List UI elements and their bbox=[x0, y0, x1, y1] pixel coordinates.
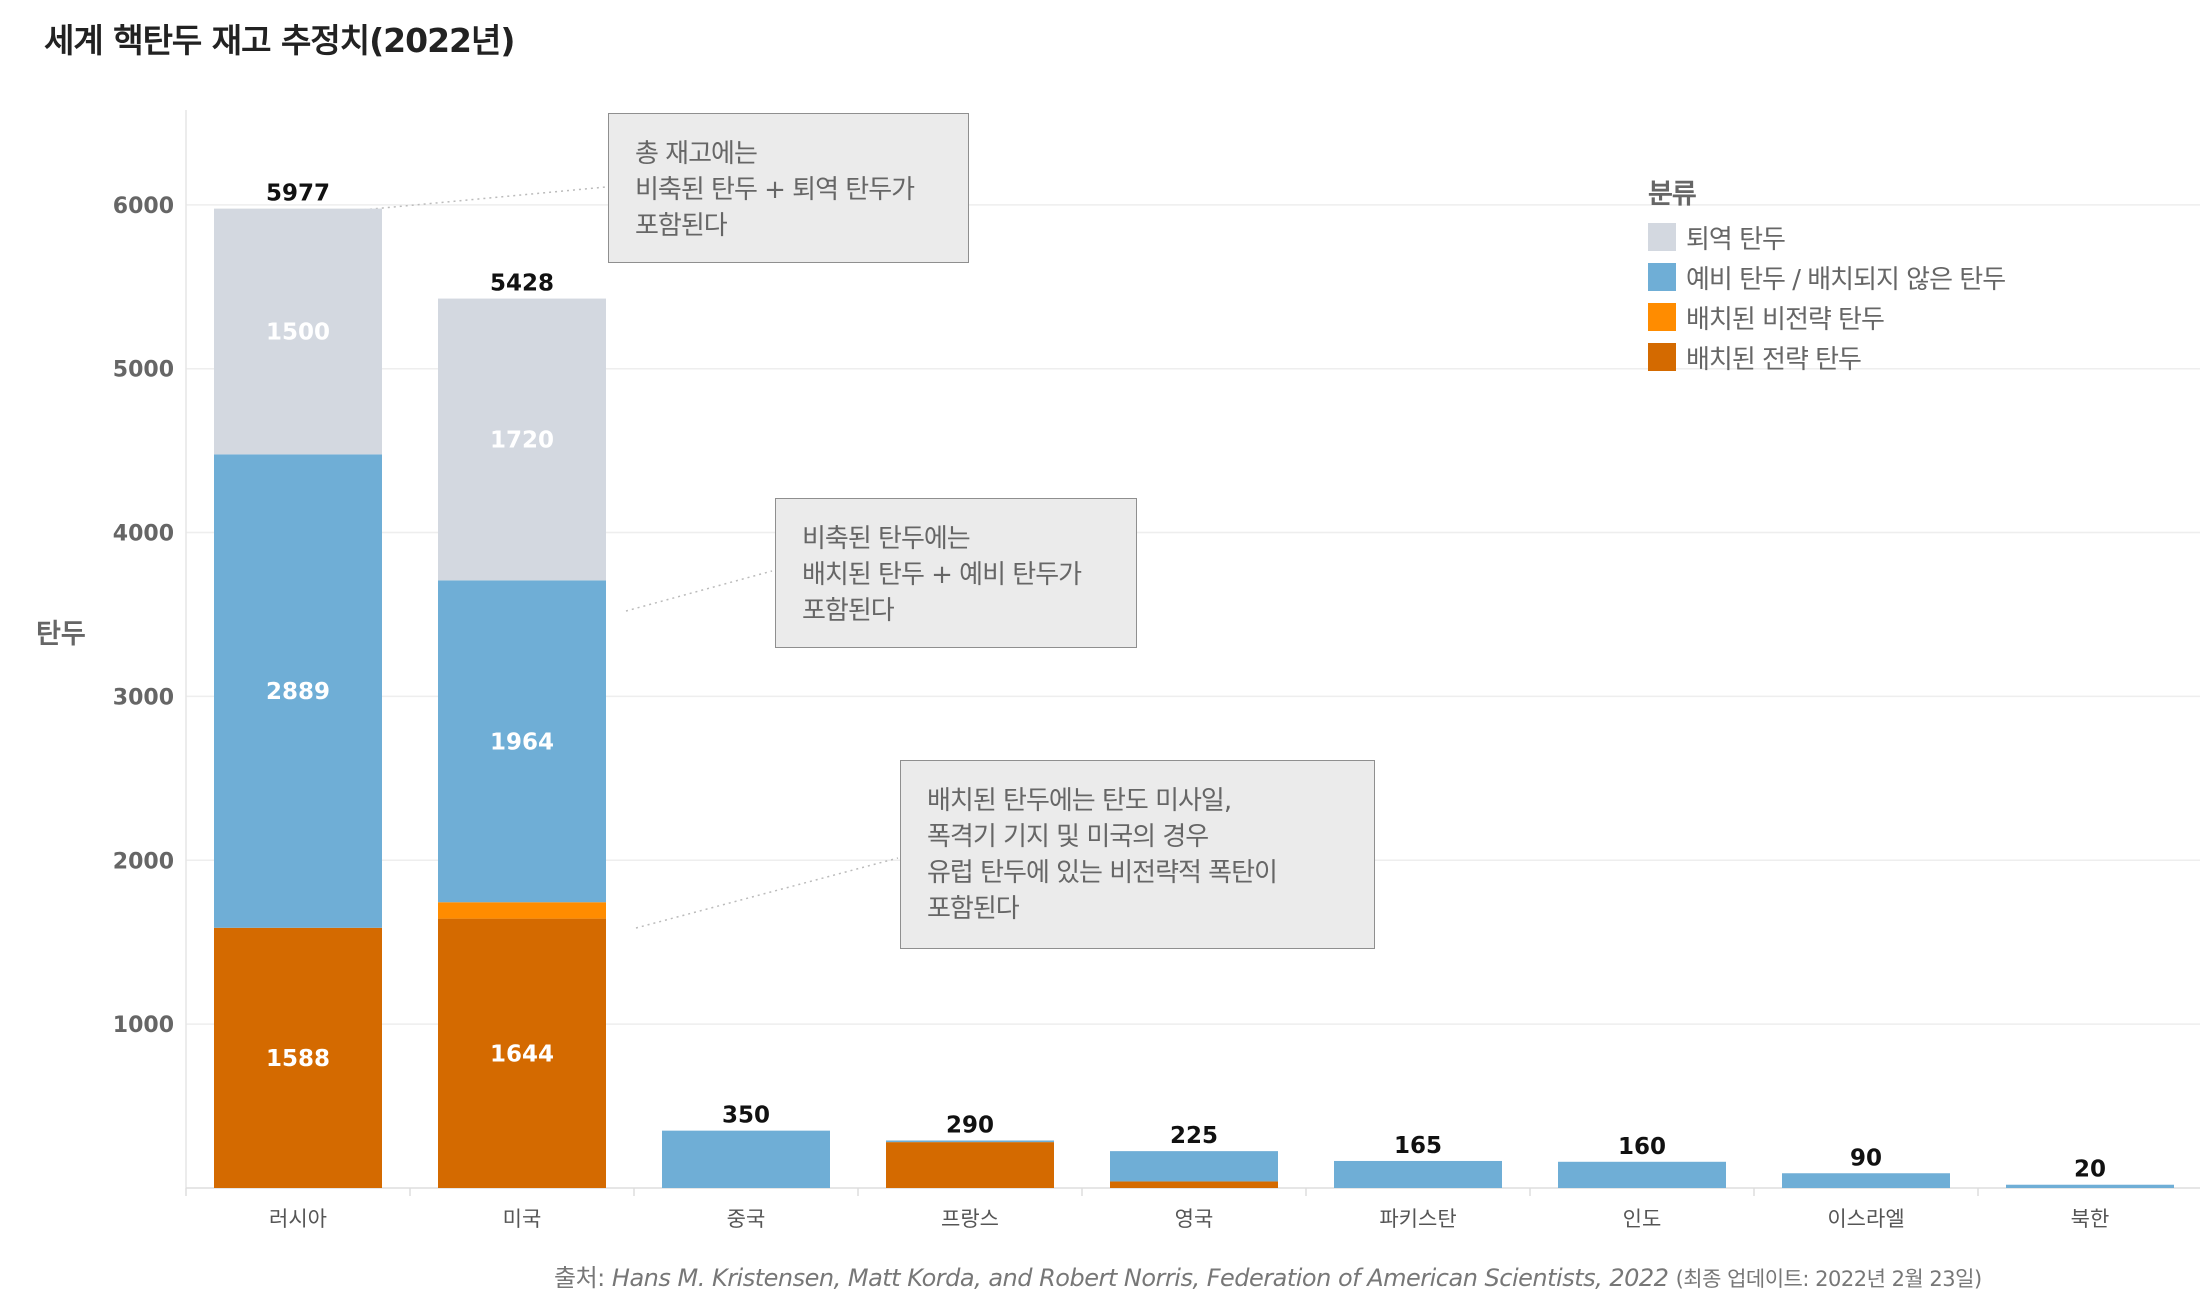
bar-segment-label: 1588 bbox=[266, 1046, 330, 1072]
bar-segment bbox=[438, 580, 606, 903]
bar-total-label: 90 bbox=[1850, 1145, 1882, 1171]
x-tick-label: 이스라엘 bbox=[1827, 1207, 1904, 1231]
bar-segment-label: 1720 bbox=[490, 427, 554, 453]
annotation-line: 배치된 탄두 + 예비 탄두가 bbox=[802, 560, 1082, 590]
bar-segment bbox=[438, 902, 606, 919]
source-citation: Hans M. Kristensen, Matt Korda, and Robe… bbox=[611, 1264, 1669, 1292]
bar-segment bbox=[886, 1142, 1054, 1188]
y-tick-label: 3000 bbox=[113, 685, 174, 710]
legend-swatch bbox=[1648, 303, 1676, 331]
annotation-leader-lines bbox=[339, 186, 899, 929]
annotation-stockpiled: 비축된 탄두에는 배치된 탄두 + 예비 탄두가 포함된다 bbox=[775, 498, 1137, 648]
y-tick-label: 1000 bbox=[113, 1013, 174, 1038]
bar-total-label: 225 bbox=[1170, 1123, 1218, 1149]
bar-total-label: 165 bbox=[1394, 1133, 1442, 1159]
y-axis-label: 탄두 bbox=[36, 619, 86, 650]
bars bbox=[214, 208, 2174, 1188]
bar-segment bbox=[438, 298, 606, 581]
bar-segment-label: 1644 bbox=[490, 1041, 554, 1067]
y-tick-label: 6000 bbox=[113, 194, 174, 219]
bar-total-label: 350 bbox=[722, 1103, 770, 1129]
bar-segment bbox=[1558, 1161, 1726, 1188]
bar-segment bbox=[438, 918, 606, 1188]
legend: 분류 퇴역 탄두 예비 탄두 / 배치되지 않은 탄두 배치된 비전략 탄두 배… bbox=[1648, 172, 2006, 377]
bar-total-label: 5977 bbox=[266, 181, 330, 207]
bar-segment-label: 1964 bbox=[490, 729, 554, 755]
legend-title: 분류 bbox=[1648, 179, 1697, 210]
x-tick-label: 미국 bbox=[503, 1207, 542, 1231]
legend-label: 퇴역 탄두 bbox=[1686, 224, 1786, 255]
annotation-line: 배치된 탄두에는 탄도 미사일, bbox=[927, 786, 1232, 816]
x-tick-label: 북한 bbox=[2071, 1207, 2110, 1231]
x-tick-label: 파키스탄 bbox=[1379, 1207, 1456, 1231]
bar-segment bbox=[1782, 1173, 1950, 1188]
annotation-line: 비축된 탄두 + 퇴역 탄두가 bbox=[635, 175, 915, 205]
legend-swatch bbox=[1648, 263, 1676, 291]
y-tick-label: 4000 bbox=[113, 522, 174, 547]
bar-segment bbox=[1110, 1181, 1278, 1188]
bar-total-label: 290 bbox=[946, 1112, 994, 1138]
legend-item-nonstrategic[interactable]: 배치된 비전략 탄두 bbox=[1648, 297, 2005, 337]
annotation-leader-line bbox=[339, 186, 607, 213]
bar-total-label: 160 bbox=[1618, 1134, 1666, 1160]
legend-label: 배치된 전략 탄두 bbox=[1686, 344, 1862, 375]
annotation-line: 포함된다 bbox=[635, 211, 728, 241]
annotation-total-stockpile: 총 재고에는 비축된 탄두 + 퇴역 탄두가 포함된다 bbox=[608, 113, 969, 263]
annotation-leader-line bbox=[635, 857, 899, 929]
chart-title: 세계 핵탄두 재고 추정치(2022년) bbox=[44, 21, 515, 60]
x-tick-label: 프랑스 bbox=[941, 1207, 999, 1231]
x-tick-label: 영국 bbox=[1175, 1207, 1214, 1231]
annotation-line: 포함된다 bbox=[927, 894, 1020, 924]
bar-segment bbox=[214, 454, 382, 928]
legend-item-reserve[interactable]: 예비 탄두 / 배치되지 않은 탄두 bbox=[1648, 257, 2006, 297]
source-note: 출처: Hans M. Kristensen, Matt Korda, and … bbox=[554, 1258, 1982, 1293]
legend-item-retired[interactable]: 퇴역 탄두 bbox=[1648, 217, 2005, 257]
bar-segment-label: 2889 bbox=[266, 679, 330, 705]
source-updated: (최종 업데이트: 2022년 2월 23일) bbox=[1675, 1267, 1983, 1291]
legend-swatch bbox=[1648, 223, 1676, 251]
annotation-line: 포함된다 bbox=[802, 596, 895, 626]
legend-item-strategic[interactable]: 배치된 전략 탄두 bbox=[1648, 337, 2005, 377]
legend-swatch bbox=[1648, 343, 1676, 371]
bar-total-label: 20 bbox=[2074, 1157, 2106, 1183]
bar-total-label: 5428 bbox=[490, 271, 554, 297]
annotation-leader-line bbox=[625, 570, 773, 612]
bar-segment bbox=[662, 1130, 830, 1188]
annotation-line: 폭격기 기지 및 미국의 경우 bbox=[927, 822, 1209, 852]
bar-segment-label: 1500 bbox=[266, 320, 330, 346]
annotation-line: 총 재고에는 bbox=[635, 139, 758, 169]
x-tick-label: 중국 bbox=[727, 1207, 766, 1231]
x-tick-label: 러시아 bbox=[269, 1207, 327, 1231]
annotation-deployed: 배치된 탄두에는 탄도 미사일, 폭격기 기지 및 미국의 경우 유럽 탄두에 … bbox=[900, 760, 1375, 949]
legend-label: 배치된 비전략 탄두 bbox=[1686, 304, 1885, 335]
annotation-line: 유럽 탄두에 있는 비전략적 폭탄이 bbox=[927, 858, 1278, 888]
bar-segment bbox=[214, 927, 382, 1188]
bar-segment bbox=[1110, 1151, 1278, 1182]
x-tick-label: 인도 bbox=[1623, 1207, 1662, 1231]
labels: 1000 2000 3000 4000 5000 6000 러시아 5977 미국 5428 중국 3… bbox=[113, 181, 2110, 1231]
bar-segment bbox=[1334, 1160, 1502, 1188]
bar-segment bbox=[886, 1140, 1054, 1143]
y-tick-label: 5000 bbox=[113, 358, 174, 383]
y-tick-label: 2000 bbox=[113, 849, 174, 874]
source-prefix: 출처: bbox=[554, 1264, 605, 1292]
legend-label: 예비 탄두 / 배치되지 않은 탄두 bbox=[1686, 264, 2006, 295]
annotation-line: 비축된 탄두에는 bbox=[802, 524, 971, 554]
bar-segment bbox=[214, 208, 382, 455]
bar-segment bbox=[2006, 1184, 2174, 1188]
